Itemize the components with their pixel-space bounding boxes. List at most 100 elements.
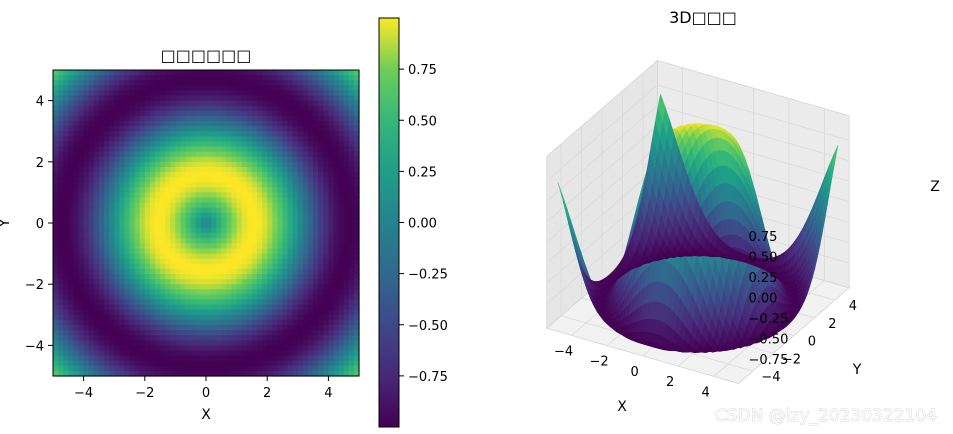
heatmap-cell [165, 172, 171, 178]
heatmap-cell [109, 136, 115, 142]
heatmap-cell [170, 319, 176, 326]
heatmap-cell [226, 299, 233, 306]
heatmap-cell [160, 325, 166, 331]
heatmap-cell [195, 197, 202, 204]
heatmap-cell [149, 279, 156, 285]
heatmap-cell [63, 238, 69, 244]
heatmap-cell [272, 304, 278, 311]
heatmap-cell [129, 187, 136, 193]
heatmap-cell [231, 207, 238, 214]
heatmap-cell [170, 131, 176, 137]
heatmap-cell [216, 335, 222, 341]
heatmap-cell [78, 263, 85, 270]
heatmap-cell [58, 197, 64, 204]
heatmap-cell [129, 330, 136, 336]
heatmap-cell [333, 217, 340, 224]
heatmap-cell [149, 197, 156, 204]
heatmap-cell [165, 182, 171, 188]
heatmap-cell [63, 360, 69, 367]
heatmap-cell [114, 309, 120, 316]
heatmap-cell [272, 330, 278, 336]
heatmap-cell [58, 335, 64, 341]
heatmap-cell [262, 309, 268, 316]
heatmap-cell [78, 238, 85, 244]
heatmap-cell [165, 85, 171, 91]
heatmap-cell [195, 151, 202, 158]
heatmap-cell [160, 299, 166, 306]
heatmap-cell [333, 228, 340, 234]
heatmap-cell [98, 233, 105, 239]
heatmap-cell [124, 192, 131, 199]
heatmap-cell [308, 105, 314, 112]
heatmap-cell [129, 151, 136, 158]
heatmap-cell [124, 136, 131, 142]
heatmap-cell [129, 309, 136, 316]
heatmap-cell [236, 335, 243, 341]
heatmap-cell [139, 345, 146, 352]
heatmap-cell [175, 355, 182, 362]
heatmap-cell [160, 294, 166, 301]
heatmap-cell [257, 156, 263, 163]
heatmap-cell [231, 309, 238, 316]
heatmap-cell [231, 115, 238, 122]
heatmap-cell [109, 299, 115, 306]
heatmap-cell [206, 228, 212, 234]
heatmap-cell [308, 294, 314, 301]
heatmap-cell [221, 279, 227, 285]
heatmap-cell [134, 217, 141, 224]
heatmap-cell [313, 360, 319, 367]
heatmap-cell [180, 100, 187, 107]
heatmap-cell [353, 70, 360, 76]
heatmap-cell [63, 330, 69, 336]
heatmap-cell [200, 279, 207, 285]
heatmap-cell [180, 115, 187, 122]
heatmap-cell [226, 110, 233, 117]
heatmap-cell [144, 126, 151, 132]
heatmap-cell [343, 177, 350, 183]
heatmap-cell [287, 228, 294, 234]
heatmap-cell [302, 151, 309, 158]
heatmap-cell [98, 289, 105, 295]
heatmap-cell [175, 345, 182, 352]
heatmap-cell [313, 345, 319, 352]
heatmap-cell [160, 146, 166, 153]
heatmap-cell [226, 90, 233, 97]
heatmap-cell [195, 268, 202, 275]
heatmap-cell [160, 197, 166, 204]
heatmap-cell [216, 294, 222, 301]
heatmap-cell [180, 355, 187, 362]
heatmap-cell [211, 90, 217, 97]
heatmap-cell [124, 146, 131, 153]
heatmap-cell [297, 131, 304, 137]
heatmap-cell [190, 360, 197, 367]
heatmap-cell [297, 207, 304, 214]
heatmap-cell [277, 151, 284, 158]
heatmap-cell [98, 299, 105, 306]
heatmap-cell [267, 294, 273, 301]
heatmap-cell [343, 161, 350, 168]
heatmap-cell [175, 131, 182, 137]
heatmap-cell [93, 268, 100, 275]
heatmap-cell [226, 105, 233, 112]
heatmap-cell [53, 335, 59, 341]
heatmap-cell [63, 340, 69, 346]
heatmap-cell [267, 268, 273, 275]
heatmap-cell [318, 177, 324, 183]
heatmap-cell [302, 263, 309, 270]
heatmap-cell [231, 248, 238, 255]
heatmap-cell [53, 90, 59, 97]
heatmap-cell [241, 228, 248, 234]
heatmap-cell [83, 110, 90, 117]
heatmap-cell [139, 182, 146, 188]
heatmap-cell [155, 340, 161, 346]
heatmap-cell [221, 284, 227, 290]
heatmap-cell [226, 355, 233, 362]
heatmap-cell [53, 187, 59, 193]
heatmap-cell [180, 243, 187, 250]
heatmap-cell [282, 100, 289, 107]
heatmap-cell [53, 136, 59, 142]
heatmap-cell [262, 350, 268, 357]
heatmap-cell [190, 217, 197, 224]
heatmap-cell [144, 304, 151, 311]
heatmap-cell [353, 136, 360, 142]
